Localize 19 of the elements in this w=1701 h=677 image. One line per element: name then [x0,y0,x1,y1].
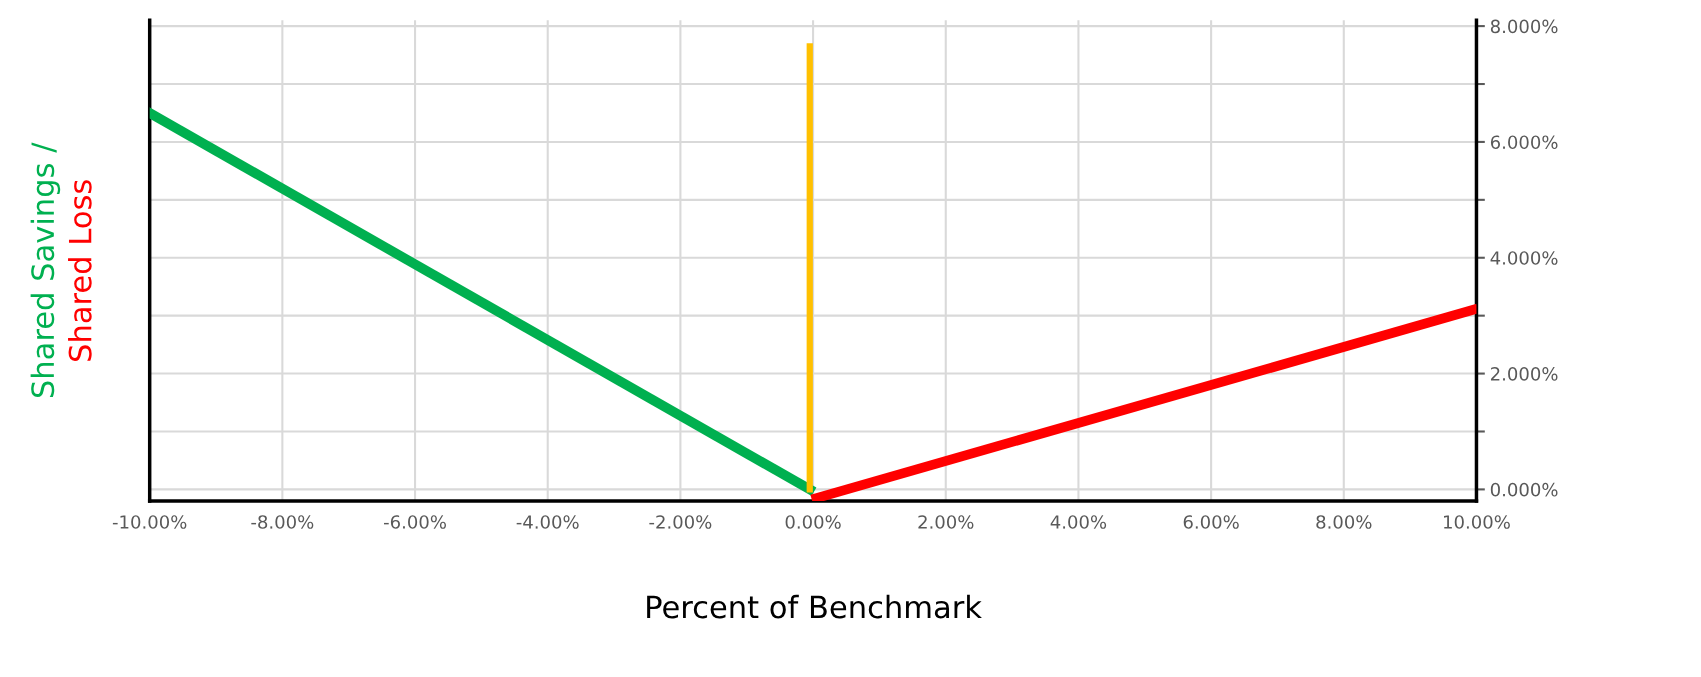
x-tick-label: -4.00% [516,515,579,529]
x-tick-label: 6.00% [1183,515,1239,529]
x-tick-label: 0.00% [785,515,841,529]
y-tick-label: 0.000% [1490,482,1558,497]
x-tick-label: 8.00% [1316,515,1372,529]
y-tick-label: 2.000% [1490,367,1558,381]
x-tick-label: -10.00% [112,515,187,529]
text: Shared Loss [68,180,92,361]
x-tick-label: 4.00% [1050,515,1107,529]
x-tick-label: -6.00% [383,515,446,529]
x-tick-label: -2.00% [649,515,712,529]
x-tick-label: 2.00% [918,515,974,529]
y-tick-label: 8.000% [1490,19,1558,34]
text: Shared Savings / [30,142,61,398]
x-tick-label: 10.00% [1444,515,1510,529]
x-tick-label: -8.00% [251,515,314,529]
x-axis-title: Percent of Benchmark [647,594,982,619]
y-tick-label: 6.000% [1490,135,1558,150]
y-tick-label: 4.000% [1490,251,1558,265]
